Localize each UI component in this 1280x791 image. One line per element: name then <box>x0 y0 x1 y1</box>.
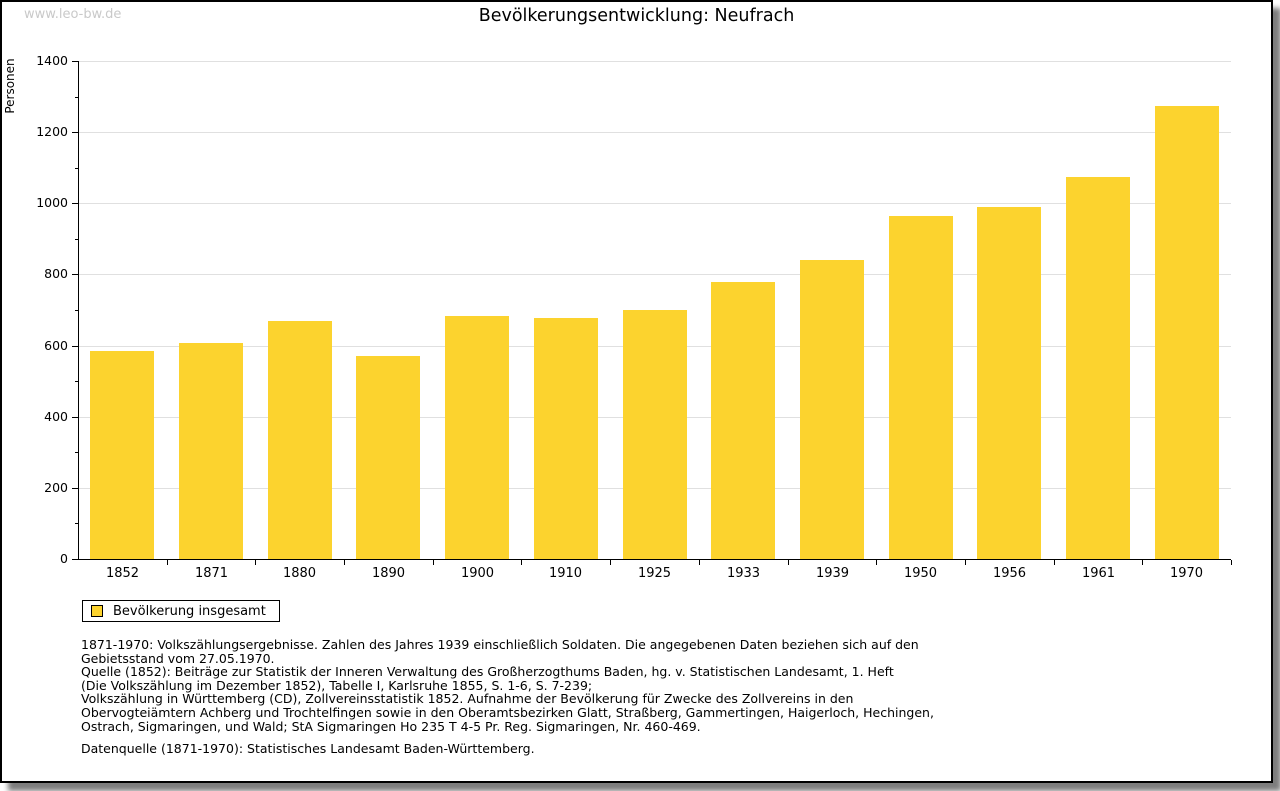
bar <box>1066 177 1130 559</box>
y-tick-label: 400 <box>44 409 68 424</box>
x-tick-label: 1880 <box>282 566 317 581</box>
y-tick <box>72 346 78 347</box>
x-tick <box>1054 560 1055 565</box>
footnotes: 1871-1970: Volkszählungsergebnisse. Zahl… <box>81 638 934 733</box>
watermark: www.leo-bw.de <box>24 7 122 22</box>
x-tick-label: 1890 <box>371 566 406 581</box>
y-minor-tick <box>75 97 78 98</box>
gridline <box>79 203 1231 204</box>
x-tick <box>255 560 256 565</box>
y-tick <box>72 417 78 418</box>
gridline <box>79 132 1231 133</box>
x-tick <box>788 560 789 565</box>
x-tick <box>1231 560 1232 565</box>
bar <box>356 356 420 559</box>
y-tick <box>72 559 78 560</box>
bar-chart: 0 200 400 600 800 1000 1200 1400 1852 1871 1880 189… <box>2 2 1271 781</box>
y-minor-tick <box>75 239 78 240</box>
bar <box>1155 106 1219 559</box>
bar <box>90 351 154 559</box>
y-tick-label: 200 <box>44 480 68 495</box>
y-tick <box>72 274 78 275</box>
x-tick-label: 1925 <box>637 566 672 581</box>
x-tick <box>610 560 611 565</box>
y-tick <box>72 203 78 204</box>
x-tick-label: 1961 <box>1081 566 1116 581</box>
x-tick <box>965 560 966 565</box>
x-tick-label: 1900 <box>460 566 495 581</box>
x-tick <box>699 560 700 565</box>
x-tick <box>1142 560 1143 565</box>
footnote-line: 1871-1970: Volkszählungsergebnisse. Zahl… <box>81 637 919 652</box>
bar <box>711 282 775 559</box>
chart-title: Bevölkerungsentwicklung: Neufrach <box>478 6 795 26</box>
bar <box>977 207 1041 559</box>
legend-swatch-icon <box>91 605 103 617</box>
data-source-line: Datenquelle (1871-1970): Statistisches L… <box>81 741 535 756</box>
bar <box>800 260 864 559</box>
legend-label: Bevölkerung insgesamt <box>113 604 266 619</box>
bar <box>445 316 509 559</box>
y-tick-label: 600 <box>44 338 68 353</box>
x-tick-label: 1939 <box>815 566 850 581</box>
footnote-line: Ostrach, Sigmaringen, und Wald; StA Sigm… <box>81 718 701 734</box>
footnote-line: Obervogteiämtern Achberg und Trochtelfin… <box>81 704 934 720</box>
x-tick <box>433 560 434 565</box>
y-minor-tick <box>75 310 78 311</box>
y-tick-label: 1200 <box>36 124 68 139</box>
x-tick-label: 1910 <box>548 566 583 581</box>
x-axis-line <box>78 559 1231 560</box>
bar <box>623 310 687 559</box>
footnote-line: Volkszählung in Württemberg (CD), Zollve… <box>81 691 854 707</box>
x-tick-label: 1970 <box>1169 566 1204 581</box>
footnote-line: Quelle (1852): Beiträge zur Statistik de… <box>81 664 894 680</box>
x-tick-label: 1950 <box>903 566 938 581</box>
gridline <box>79 61 1231 62</box>
x-tick-label: 1956 <box>992 566 1027 581</box>
bar <box>179 343 243 559</box>
x-tick <box>344 560 345 565</box>
y-tick-label: 1400 <box>36 53 68 68</box>
y-tick-label: 800 <box>44 266 68 281</box>
y-minor-tick <box>75 381 78 382</box>
bar <box>268 321 332 559</box>
y-tick-label: 0 <box>60 551 68 566</box>
x-tick <box>167 560 168 565</box>
y-tick <box>72 61 78 62</box>
y-axis-line <box>78 61 79 560</box>
x-tick <box>876 560 877 565</box>
gridline <box>79 274 1231 275</box>
x-tick-label: 1852 <box>105 566 140 581</box>
footnote-line: Gebietsstand vom 27.05.1970. <box>81 650 275 666</box>
y-tick <box>72 132 78 133</box>
y-minor-tick <box>75 168 78 169</box>
bar <box>534 318 598 559</box>
footnote-line: (Die Volkszählung im Dezember 1852), Tab… <box>81 677 593 693</box>
y-tick <box>72 488 78 489</box>
x-tick <box>521 560 522 565</box>
y-tick-label: 1000 <box>36 195 68 210</box>
y-minor-tick <box>75 452 78 453</box>
legend: Bevölkerung insgesamt <box>82 600 280 622</box>
bar <box>889 216 953 559</box>
y-minor-tick <box>75 523 78 524</box>
x-tick-label: 1871 <box>194 566 229 581</box>
x-tick-label: 1933 <box>726 566 761 581</box>
